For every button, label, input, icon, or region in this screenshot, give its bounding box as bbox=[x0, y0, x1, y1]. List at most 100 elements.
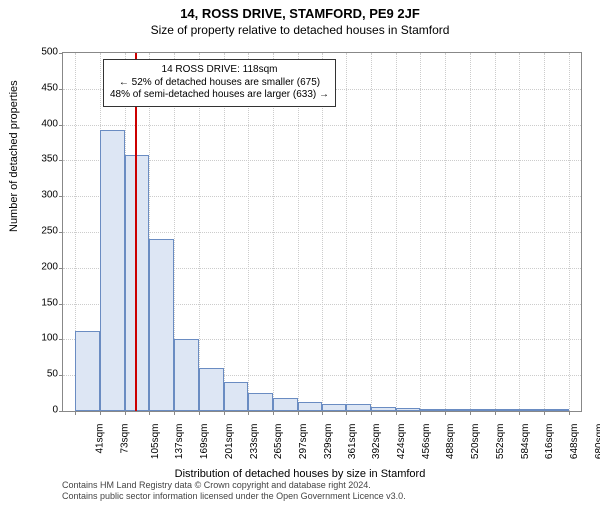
footer-credits: Contains HM Land Registry data © Crown c… bbox=[62, 480, 406, 502]
xtick-label: 520sqm bbox=[470, 424, 481, 460]
gridline-vertical bbox=[519, 53, 520, 411]
histogram-bar bbox=[470, 409, 495, 411]
ytick-mark bbox=[59, 53, 63, 54]
ytick-mark bbox=[59, 89, 63, 90]
gridline-vertical bbox=[495, 53, 496, 411]
histogram-bar bbox=[125, 155, 150, 411]
ytick-label: 100 bbox=[18, 333, 58, 344]
footer-line1: Contains HM Land Registry data © Crown c… bbox=[62, 480, 406, 491]
gridline-vertical bbox=[224, 53, 225, 411]
xtick-label: 488sqm bbox=[446, 424, 457, 460]
annotation-line3: 48% of semi-detached houses are larger (… bbox=[110, 89, 329, 102]
xtick-label: 41sqm bbox=[95, 424, 106, 454]
histogram-bar bbox=[420, 409, 445, 411]
annotation-line1: 14 ROSS DRIVE: 118sqm bbox=[110, 64, 329, 77]
histogram-bar bbox=[75, 331, 100, 411]
histogram-bar bbox=[544, 409, 569, 411]
histogram-bar bbox=[322, 404, 346, 411]
xtick-label: 169sqm bbox=[199, 424, 210, 460]
xtick-label: 297sqm bbox=[298, 424, 309, 460]
ytick-mark bbox=[59, 304, 63, 305]
xtick-mark bbox=[75, 411, 76, 415]
gridline-vertical bbox=[199, 53, 200, 411]
annotation-line2: ← 52% of detached houses are smaller (67… bbox=[110, 77, 329, 90]
xtick-mark bbox=[569, 411, 570, 415]
chart-title-line2: Size of property relative to detached ho… bbox=[0, 23, 600, 37]
gridline-vertical bbox=[298, 53, 299, 411]
histogram-bar bbox=[519, 409, 544, 411]
xtick-label: 456sqm bbox=[421, 424, 432, 460]
gridline-vertical bbox=[544, 53, 545, 411]
histogram-bar bbox=[149, 239, 174, 411]
histogram-bar bbox=[174, 339, 199, 411]
chart-title-line1: 14, ROSS DRIVE, STAMFORD, PE9 2JF bbox=[0, 6, 600, 21]
ytick-label: 500 bbox=[18, 47, 58, 58]
xtick-label: 329sqm bbox=[323, 424, 334, 460]
ytick-mark bbox=[59, 268, 63, 269]
ytick-label: 50 bbox=[18, 369, 58, 380]
ytick-label: 250 bbox=[18, 226, 58, 237]
xtick-mark bbox=[322, 411, 323, 415]
histogram-bar bbox=[396, 408, 421, 411]
xtick-mark bbox=[125, 411, 126, 415]
xtick-mark bbox=[346, 411, 347, 415]
xtick-mark bbox=[199, 411, 200, 415]
ytick-label: 300 bbox=[18, 190, 58, 201]
xtick-mark bbox=[224, 411, 225, 415]
ytick-mark bbox=[59, 160, 63, 161]
xtick-mark bbox=[174, 411, 175, 415]
gridline-vertical bbox=[273, 53, 274, 411]
xtick-label: 233sqm bbox=[249, 424, 260, 460]
xtick-label: 424sqm bbox=[396, 424, 407, 460]
gridline-vertical bbox=[248, 53, 249, 411]
xtick-mark bbox=[273, 411, 274, 415]
histogram-bar bbox=[100, 130, 125, 411]
xtick-mark bbox=[470, 411, 471, 415]
ytick-mark bbox=[59, 411, 63, 412]
histogram-bar bbox=[371, 407, 396, 411]
ytick-mark bbox=[59, 196, 63, 197]
gridline-vertical bbox=[396, 53, 397, 411]
histogram-bar bbox=[273, 398, 298, 411]
xtick-label: 137sqm bbox=[175, 424, 186, 460]
annotation-box: 14 ROSS DRIVE: 118sqm ← 52% of detached … bbox=[103, 59, 336, 107]
ytick-label: 350 bbox=[18, 154, 58, 165]
gridline-vertical bbox=[346, 53, 347, 411]
xtick-label: 616sqm bbox=[544, 424, 555, 460]
xtick-label: 584sqm bbox=[520, 424, 531, 460]
ytick-label: 450 bbox=[18, 82, 58, 93]
histogram-bar bbox=[224, 382, 249, 411]
gridline-vertical bbox=[322, 53, 323, 411]
ytick-mark bbox=[59, 232, 63, 233]
gridline-vertical bbox=[470, 53, 471, 411]
footer-line2: Contains public sector information licen… bbox=[62, 491, 406, 502]
xtick-mark bbox=[100, 411, 101, 415]
histogram-bar bbox=[199, 368, 224, 411]
x-axis-label: Distribution of detached houses by size … bbox=[0, 468, 600, 480]
gridline-vertical bbox=[420, 53, 421, 411]
xtick-mark bbox=[371, 411, 372, 415]
xtick-mark bbox=[149, 411, 150, 415]
xtick-mark bbox=[396, 411, 397, 415]
xtick-mark bbox=[519, 411, 520, 415]
property-marker-line bbox=[135, 53, 137, 411]
ytick-mark bbox=[59, 125, 63, 126]
xtick-label: 392sqm bbox=[371, 424, 382, 460]
histogram-bar bbox=[445, 409, 470, 411]
gridline-vertical bbox=[371, 53, 372, 411]
xtick-mark bbox=[248, 411, 249, 415]
ytick-mark bbox=[59, 339, 63, 340]
ytick-label: 400 bbox=[18, 118, 58, 129]
chart-plot-area: 14 ROSS DRIVE: 118sqm ← 52% of detached … bbox=[62, 52, 582, 412]
ytick-label: 150 bbox=[18, 297, 58, 308]
histogram-bar bbox=[298, 402, 323, 411]
histogram-bar bbox=[495, 409, 520, 411]
xtick-label: 648sqm bbox=[569, 424, 580, 460]
xtick-label: 201sqm bbox=[224, 424, 235, 460]
xtick-label: 73sqm bbox=[120, 424, 131, 454]
xtick-label: 265sqm bbox=[273, 424, 284, 460]
xtick-label: 680sqm bbox=[594, 424, 600, 460]
xtick-mark bbox=[298, 411, 299, 415]
xtick-mark bbox=[420, 411, 421, 415]
xtick-mark bbox=[445, 411, 446, 415]
